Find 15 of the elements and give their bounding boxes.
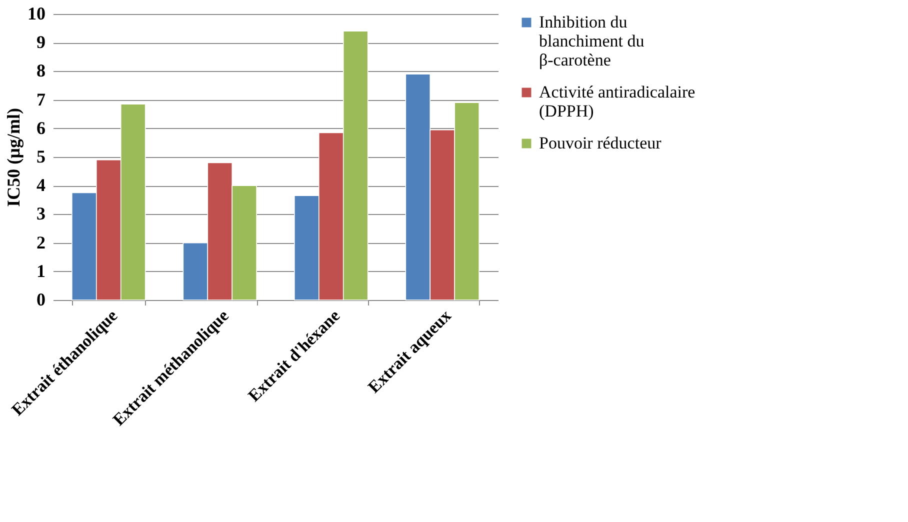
y-tick-label: 4 [36,175,46,196]
y-tick-label: 6 [36,118,46,138]
legend-label: Inhibition du blanchiment du β-carotène [539,12,645,70]
y-tick-label: 8 [36,60,46,81]
y-tick-label: 1 [36,260,46,281]
y-tick-label: 2 [36,232,46,252]
y-axis-title: IC50 (µg/ml) [4,108,24,207]
legend-label: Activité antiradicalaire (DPPH) [539,82,696,120]
y-tick-label: 10 [28,4,46,24]
legend-label: Pouvoir réducteur [539,134,662,152]
y-tick-label: 7 [36,89,46,110]
y-tick-label: 5 [36,146,46,166]
y-tick-label: 9 [36,32,46,52]
y-tick-label: 3 [36,204,46,224]
y-tick-label: 0 [36,290,46,310]
